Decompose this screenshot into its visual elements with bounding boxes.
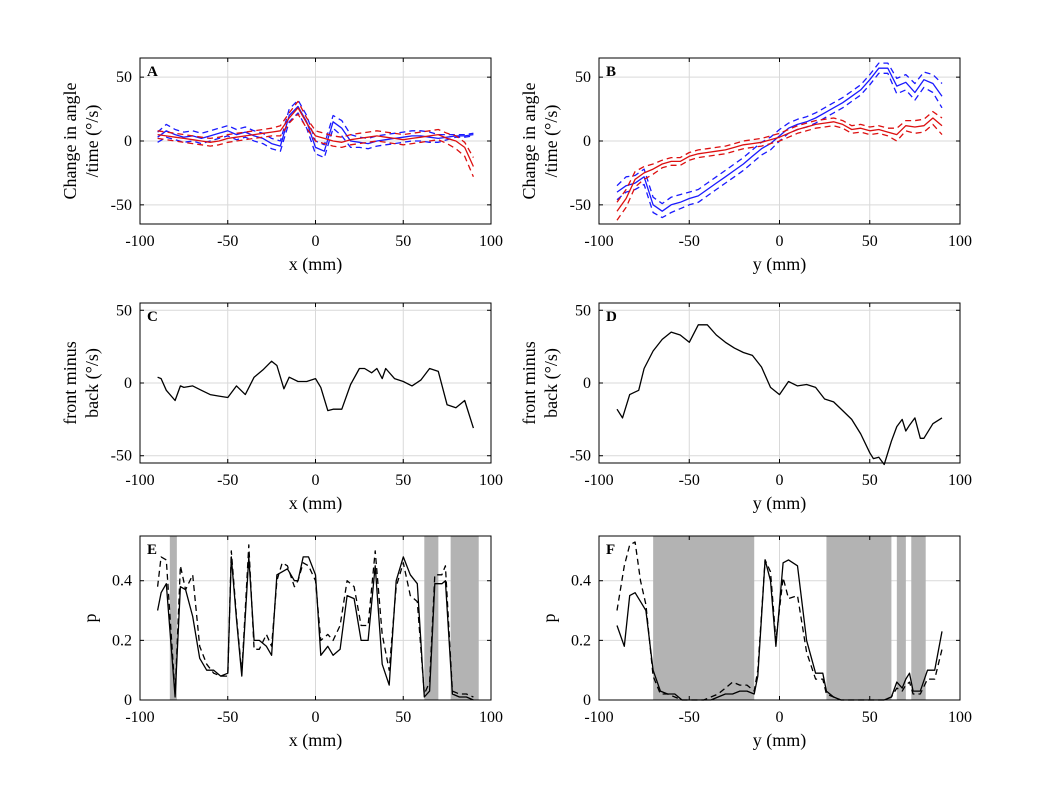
x-tick-label: 100	[479, 472, 503, 489]
series-line-black-solid	[157, 360, 475, 429]
x-tick-label: 50	[395, 233, 411, 250]
series-line-black-dashed	[616, 541, 943, 701]
y-tick-label: 0	[124, 133, 132, 150]
panel-f: -100 -50 0 50 100 0 0.2 0.4 y (mm) p F	[539, 535, 972, 751]
x-tick-label: -50	[679, 709, 700, 726]
series-line-red-dashed	[616, 123, 943, 221]
x-axis-label: y (mm)	[753, 730, 807, 751]
x-tick-label: -100	[584, 472, 613, 489]
panel-letter: A	[147, 64, 158, 80]
y-axis-label: /time (°/s)	[82, 105, 103, 178]
series-line-blue-dashed	[157, 112, 474, 159]
x-tick-label: 50	[862, 709, 878, 726]
series-line-black-solid	[616, 324, 943, 466]
x-tick-label: 0	[312, 472, 320, 489]
y-tick-label: -50	[570, 197, 591, 214]
x-tick-label: -50	[679, 233, 700, 250]
y-axis-label: p	[80, 614, 100, 623]
shaded-region	[653, 536, 755, 700]
y-tick-label: 0	[583, 692, 591, 709]
y-axis-label: p	[539, 614, 559, 623]
y-tick-label: -50	[111, 448, 132, 465]
y-tick-label: 0.2	[571, 632, 591, 649]
y-tick-label: 0	[124, 375, 132, 392]
x-tick-label: -100	[584, 709, 613, 726]
x-tick-label: 0	[776, 233, 784, 250]
y-axis-label: front minus	[519, 341, 539, 425]
shaded-region	[911, 536, 926, 700]
y-tick-label: 0.4	[112, 573, 132, 590]
y-tick-label: -50	[570, 448, 591, 465]
y-tick-label: 0	[583, 375, 591, 392]
y-tick-label: 0.4	[571, 573, 591, 590]
panel-letter: C	[147, 309, 158, 325]
panel-letter: E	[147, 542, 157, 558]
x-tick-label: -50	[217, 233, 238, 250]
y-tick-label: 0.2	[112, 632, 132, 649]
shaded-region	[896, 536, 906, 700]
panel-b: -100 -50 0 50 100 -50 0 50 y (mm) Change in angle…	[519, 57, 972, 275]
panel-letter: F	[606, 542, 615, 558]
y-tick-label: -50	[111, 197, 132, 214]
x-tick-label: -100	[125, 472, 154, 489]
y-tick-label: 50	[575, 69, 591, 86]
series-line-blue-solid	[616, 67, 943, 212]
x-tick-label: 50	[395, 709, 411, 726]
shaded-region	[424, 536, 439, 700]
series-line-red-solid	[157, 107, 474, 167]
shaded-region	[169, 536, 177, 700]
series-line-red-solid	[616, 117, 943, 212]
x-tick-label: 0	[312, 233, 320, 250]
x-axis-label: y (mm)	[753, 254, 807, 275]
x-axis-label: x (mm)	[289, 254, 343, 275]
x-tick-label: -100	[584, 233, 613, 250]
x-tick-label: -100	[125, 709, 154, 726]
y-axis-label: Change in angle	[519, 83, 539, 200]
panel-letter: B	[606, 64, 616, 80]
x-tick-label: 100	[479, 709, 503, 726]
y-tick-label: 50	[116, 302, 132, 319]
x-tick-label: -50	[217, 709, 238, 726]
panel-letter: D	[606, 309, 617, 325]
x-tick-label: -100	[125, 233, 154, 250]
shaded-region	[450, 536, 479, 700]
x-tick-label: 0	[312, 709, 320, 726]
y-axis-label: back (°/s)	[82, 348, 103, 418]
x-tick-label: 100	[948, 709, 972, 726]
y-tick-label: 50	[116, 69, 132, 86]
series-line-red-dashed	[157, 100, 474, 158]
panel-e: -100 -50 0 50 100 0 0.2 0.4 x (mm) p E	[80, 535, 503, 751]
x-tick-label: -50	[217, 472, 238, 489]
x-tick-label: 100	[479, 233, 503, 250]
y-axis-label: Change in angle	[60, 83, 80, 200]
y-axis-label: /time (°/s)	[541, 105, 562, 178]
series-line-red-dashed	[616, 110, 943, 203]
x-tick-label: 0	[776, 709, 784, 726]
x-tick-label: 100	[948, 233, 972, 250]
panel-d: -100 -50 0 50 100 -50 0 50 y (mm) front minus back…	[519, 302, 972, 514]
x-axis-label: x (mm)	[289, 730, 343, 751]
y-tick-label: 0	[124, 692, 132, 709]
shaded-region	[826, 536, 892, 700]
y-axis-label: front minus	[60, 341, 80, 425]
x-tick-label: 100	[948, 472, 972, 489]
panel-c: -100 -50 0 50 100 -50 0 50 x (mm) front minus back…	[60, 302, 503, 514]
series-line-red-dashed	[157, 113, 474, 178]
y-axis-label: back (°/s)	[541, 348, 562, 418]
x-tick-label: 0	[776, 472, 784, 489]
series-line-blue-solid	[157, 105, 474, 152]
x-tick-label: 50	[862, 233, 878, 250]
x-tick-label: -50	[679, 472, 700, 489]
x-tick-label: 50	[395, 472, 411, 489]
series-line-black-dashed	[156, 544, 474, 698]
x-axis-label: y (mm)	[753, 493, 807, 514]
panel-a: -100 -50 0 50 100 -50 0 50 x (mm) Change in angle…	[60, 57, 503, 275]
y-tick-label: 50	[575, 302, 591, 319]
y-tick-label: 0	[583, 133, 591, 150]
x-tick-label: 50	[862, 472, 878, 489]
series-line-blue-dashed	[616, 62, 943, 205]
x-axis-label: x (mm)	[289, 493, 343, 514]
